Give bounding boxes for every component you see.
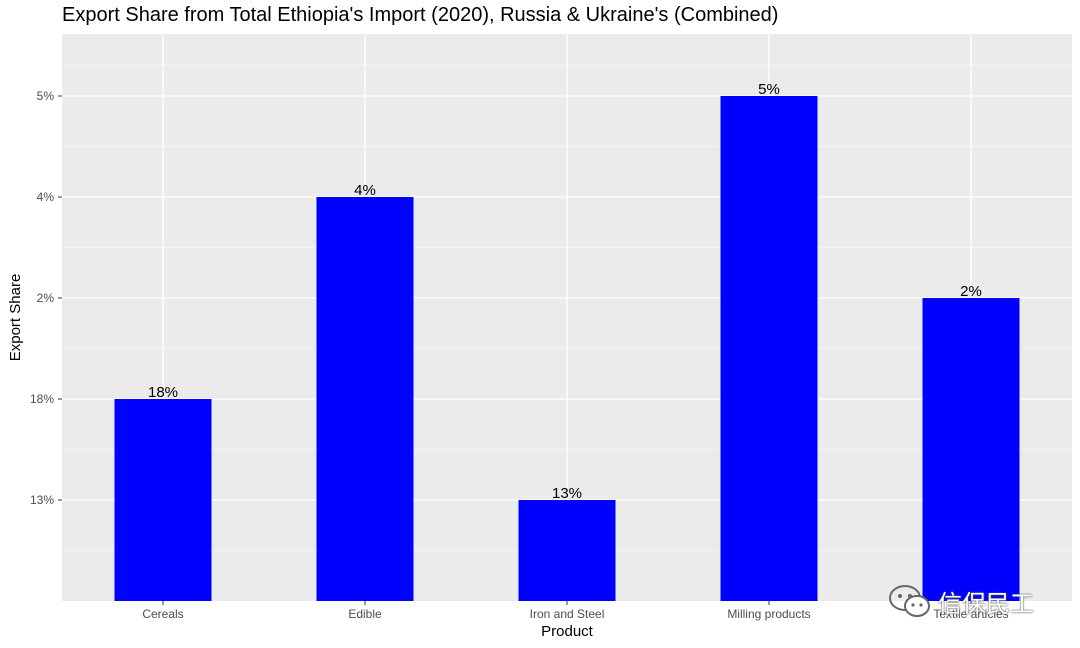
bar-value-label: 4% — [354, 182, 376, 199]
y-tick-label: 18% — [30, 392, 54, 406]
y-tick-label: 5% — [37, 89, 55, 103]
y-tick-label: 13% — [30, 493, 54, 507]
wechat-icon — [889, 585, 930, 617]
bar-value-label: 13% — [552, 485, 582, 502]
bar — [518, 500, 616, 601]
y-axis-title: Export Share — [7, 274, 24, 362]
y-tick-label: 4% — [37, 190, 55, 204]
x-tick-label: Milling products — [727, 607, 810, 621]
watermark: 信保民工 — [888, 583, 1034, 619]
x-axis-title: Product — [541, 623, 594, 640]
bar — [316, 197, 414, 601]
bar — [922, 298, 1020, 601]
bar — [720, 96, 818, 601]
bar-value-label: 5% — [758, 81, 780, 98]
bar-value-label: 2% — [960, 283, 982, 300]
x-tick-label: Iron and Steel — [530, 607, 605, 621]
chart-title: Export Share from Total Ethiopia's Impor… — [62, 4, 779, 26]
bar — [114, 399, 212, 601]
watermark-text: 信保民工 — [938, 590, 1034, 618]
x-tick-label: Textile articles — [933, 607, 1008, 621]
x-tick-label: Edible — [348, 607, 382, 621]
bar-value-label: 18% — [148, 384, 178, 401]
y-tick-label: 2% — [37, 291, 55, 305]
x-tick-label: Cereals — [142, 607, 183, 621]
